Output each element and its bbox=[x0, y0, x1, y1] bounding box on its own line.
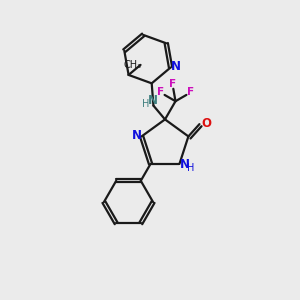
Text: N: N bbox=[171, 60, 181, 74]
Text: N: N bbox=[148, 94, 158, 107]
Text: F: F bbox=[187, 87, 194, 98]
Text: N: N bbox=[132, 129, 142, 142]
Text: O: O bbox=[201, 117, 211, 130]
Text: N: N bbox=[180, 158, 190, 171]
Text: F: F bbox=[169, 79, 176, 89]
Text: H: H bbox=[142, 99, 150, 109]
Text: CH₃: CH₃ bbox=[123, 61, 141, 70]
Text: H: H bbox=[187, 164, 194, 173]
Text: F: F bbox=[157, 87, 164, 98]
